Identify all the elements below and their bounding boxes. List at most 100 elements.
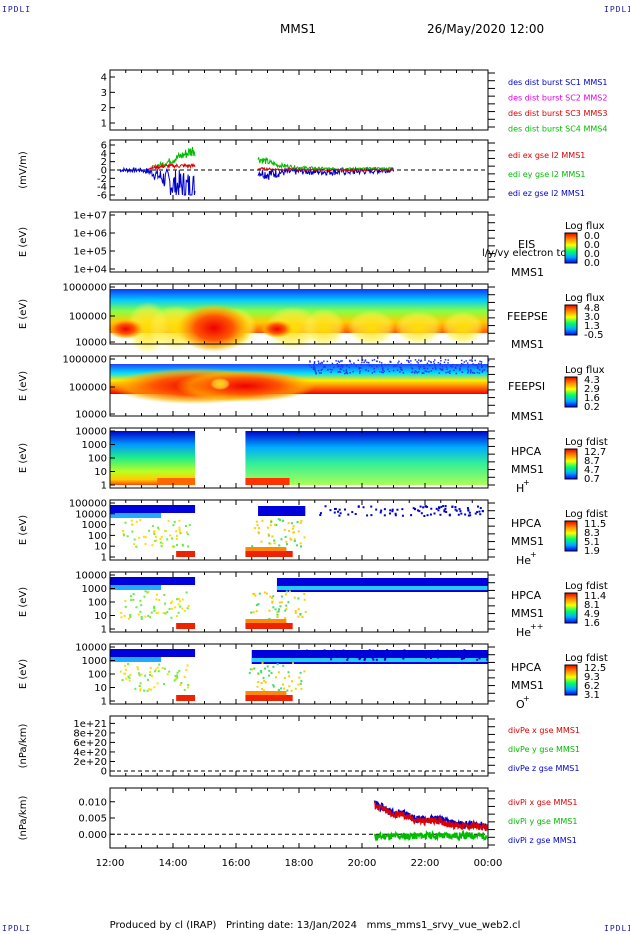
y-tick-label: 1e+06 <box>73 229 107 240</box>
spectrogram-speck <box>469 652 472 655</box>
spectrogram-speck <box>255 604 258 607</box>
spectrogram-speck <box>252 611 255 614</box>
spectrogram-speck <box>321 368 324 371</box>
spectrogram-speck <box>359 370 361 372</box>
spectrogram-speck <box>276 611 279 614</box>
spectrogram-speck <box>462 363 465 366</box>
spectrogram-speck <box>340 360 342 362</box>
y-tick-label: 1000 <box>82 584 107 595</box>
spectrogram-speck <box>154 539 157 542</box>
spectrogram-speck <box>163 593 166 596</box>
colorbar-tick-label: 11.4 <box>584 591 606 602</box>
spectrogram-speck <box>186 664 189 667</box>
spectrogram-speck <box>122 532 125 535</box>
x-tick-label: 16:00 <box>222 858 251 869</box>
spectrogram-speck <box>430 507 433 510</box>
spectrogram-speck <box>123 672 126 675</box>
spectrogram-speck <box>412 507 415 510</box>
spectrogram-speck <box>467 366 469 368</box>
spectrogram-speck <box>401 508 404 511</box>
spectrogram-speck <box>373 359 376 361</box>
spectrogram-speck <box>150 611 153 614</box>
spectrogram-speck <box>423 651 426 654</box>
spectrogram-speck <box>172 545 175 548</box>
spectrogram-speck <box>413 372 416 374</box>
spectrogram-speck <box>347 650 350 653</box>
legend-entry: edi ez gse l2 MMS1 <box>508 189 585 198</box>
spectrogram-speck <box>476 366 479 368</box>
spectrogram-speck <box>146 689 149 692</box>
colorbar-tick-label: 4.9 <box>584 609 600 620</box>
spectrogram-speck <box>392 369 395 372</box>
spectrogram-speck <box>260 682 263 685</box>
spectrogram-speck <box>375 508 378 511</box>
spectrogram-speck <box>418 371 420 373</box>
spectrogram-speck <box>470 370 472 373</box>
spectrogram-speck <box>269 542 272 545</box>
spectrogram-speck <box>351 511 354 514</box>
spectrogram-speck <box>126 535 129 538</box>
x-tick-label: 12:00 <box>96 858 125 869</box>
spectrogram-speck <box>151 675 154 678</box>
spectrogram-speck <box>359 657 362 660</box>
spectrogram-speck <box>171 545 174 548</box>
spectrogram-region <box>175 304 252 352</box>
spectrogram-speck <box>262 676 265 679</box>
spectrogram-speck <box>341 652 344 655</box>
panel-instrument-label: FEEPSI <box>508 380 545 393</box>
spectrogram-speck <box>440 505 443 508</box>
spectrogram-speck <box>186 607 189 610</box>
spectrogram-speck <box>455 653 458 656</box>
spectrogram-speck <box>382 369 384 372</box>
y-tick-label: 10 <box>94 467 107 478</box>
spectrogram-speck <box>329 509 332 512</box>
spectrogram-speck <box>456 364 458 367</box>
spectrogram-speck <box>428 371 430 373</box>
y-tick-label: 10 <box>94 611 107 622</box>
spectrogram-speck <box>357 650 360 653</box>
spectrogram-speck <box>437 509 440 512</box>
y-tick-label: 0 <box>101 166 107 177</box>
colorbar-tick-label: 1.9 <box>584 546 600 557</box>
spectrogram-speck <box>278 518 281 521</box>
spectrogram-speck <box>313 362 316 365</box>
spectrogram-speck <box>394 512 397 515</box>
y-tick-label: -6 <box>97 191 107 202</box>
spectrogram-speck <box>151 525 154 528</box>
spectrogram-speck <box>258 592 261 595</box>
spectrogram-speck <box>373 370 376 373</box>
spectrogram-region <box>394 311 443 345</box>
spectrogram-speck <box>187 683 190 686</box>
y-tick-label: 1e+05 <box>73 247 107 258</box>
series-line <box>151 146 196 170</box>
spectrogram-speck <box>375 658 378 661</box>
spectrogram-speck <box>338 508 341 511</box>
spectrogram-speck <box>371 359 374 362</box>
spectrogram-speck <box>444 505 447 508</box>
spectrogram-speck <box>284 617 287 620</box>
spectrogram-speck <box>464 513 467 516</box>
y-tick-label: 10000 <box>75 509 107 520</box>
spectrogram-speck <box>185 591 188 594</box>
spectrogram-speck <box>274 608 277 611</box>
spectrogram-speck <box>337 365 340 367</box>
spectrogram-speck <box>318 362 320 364</box>
spectrogram-speck <box>467 509 470 512</box>
panel-spacecraft-label: MMS1 <box>511 338 544 351</box>
spectrogram-speck <box>357 359 360 362</box>
spectrogram-speck <box>284 535 287 538</box>
spectrogram-speck <box>424 367 426 370</box>
spectrogram-speck <box>407 360 410 362</box>
spectrogram-speck <box>382 367 384 369</box>
spectrogram-speck <box>460 512 463 515</box>
spectrogram-speck <box>375 360 378 363</box>
spectrogram-speck <box>174 606 177 609</box>
panel-instrument-label: HPCA <box>511 445 542 458</box>
spectrogram-speck <box>358 367 360 370</box>
spectrogram-speck <box>312 368 315 370</box>
panel-spacecraft-label: MMS1 <box>511 410 544 423</box>
spectrogram-speck <box>255 610 258 613</box>
spectrogram-speck <box>250 611 253 614</box>
spectrogram-speck <box>265 592 268 595</box>
spectrogram-speck <box>364 359 367 361</box>
